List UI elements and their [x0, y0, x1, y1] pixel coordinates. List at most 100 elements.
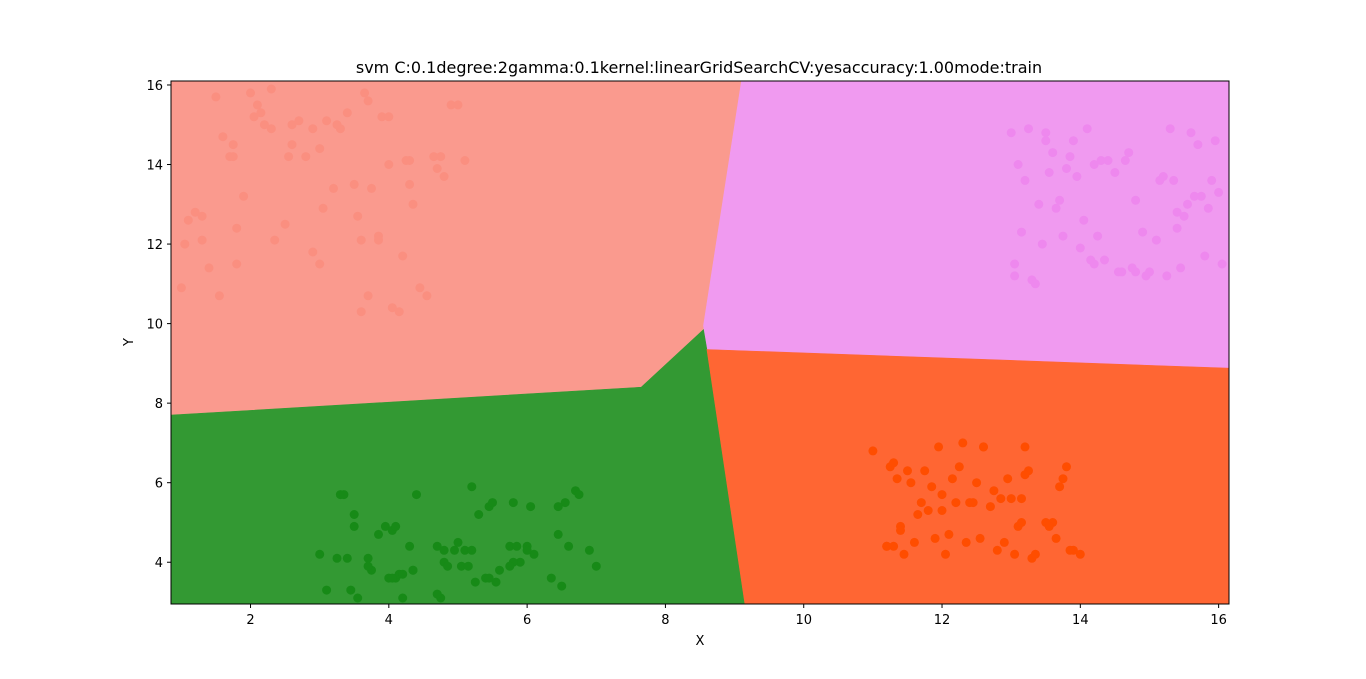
data-point: [868, 446, 878, 456]
data-point: [474, 510, 484, 519]
plot-frame: [170, 80, 1230, 605]
data-point: [374, 235, 383, 245]
data-point: [401, 156, 411, 165]
data-point: [315, 144, 325, 154]
data-point: [197, 211, 207, 221]
data-point: [439, 172, 449, 181]
x-tick-label: 6: [523, 613, 531, 628]
data-point: [266, 84, 276, 94]
data-point: [252, 100, 262, 110]
data-point: [920, 466, 930, 476]
data-point: [1044, 521, 1054, 531]
data-point: [913, 510, 923, 519]
data-point: [491, 577, 501, 587]
data-point: [508, 498, 518, 508]
data-point: [1200, 251, 1210, 261]
data-point: [329, 183, 338, 193]
data-point: [294, 116, 304, 126]
data-point: [1165, 124, 1175, 134]
data-point: [889, 541, 899, 551]
data-point: [972, 478, 982, 488]
y-tick-label: 10: [146, 318, 163, 333]
data-point: [1176, 263, 1186, 273]
data-point: [453, 100, 463, 110]
data-point: [270, 235, 280, 245]
data-point: [882, 541, 892, 551]
data-point: [985, 502, 995, 512]
data-point: [522, 545, 532, 555]
data-point: [1110, 168, 1120, 177]
data-point: [1186, 128, 1196, 138]
data-point: [356, 235, 366, 245]
data-point: [1162, 271, 1172, 281]
data-point: [512, 541, 522, 551]
data-point: [360, 88, 370, 98]
data-point: [1138, 227, 1148, 237]
data-point: [315, 549, 325, 559]
data-point: [249, 112, 259, 122]
decision-region-salmon: [170, 80, 742, 416]
data-point: [1072, 172, 1082, 181]
data-point: [463, 561, 473, 571]
data-point: [909, 537, 919, 547]
decision-region-violet: [703, 80, 1230, 369]
data-point: [1010, 549, 1020, 559]
data-point: [947, 474, 957, 484]
y-tick-label: 12: [146, 238, 163, 253]
data-point: [180, 239, 190, 249]
x-tick-label: 16: [1210, 613, 1227, 628]
data-point: [961, 537, 971, 547]
data-point: [1051, 203, 1061, 213]
data-point: [1089, 160, 1099, 169]
data-point: [1217, 259, 1227, 269]
data-point: [1093, 231, 1103, 241]
data-point: [1079, 215, 1089, 225]
data-point: [391, 521, 401, 531]
x-ticks: 2 4 6 8 10 12 14 16: [246, 604, 1227, 628]
data-point: [374, 529, 383, 539]
data-point: [529, 549, 539, 559]
data-point: [405, 179, 415, 189]
data-point: [1155, 175, 1165, 185]
data-point: [979, 442, 988, 452]
y-tick-label: 14: [146, 159, 163, 174]
data-point: [380, 521, 390, 531]
data-point: [256, 108, 266, 118]
data-point: [930, 533, 940, 543]
data-point: [363, 291, 373, 301]
data-point: [1068, 136, 1078, 146]
data-point: [346, 585, 356, 595]
data-point: [889, 458, 899, 468]
data-point: [318, 203, 328, 213]
data-point: [398, 251, 408, 261]
data-point: [505, 561, 515, 571]
data-point: [232, 223, 242, 233]
data-point: [349, 521, 359, 531]
data-point: [367, 183, 376, 193]
data-point: [342, 108, 352, 118]
data-point: [450, 545, 459, 555]
data-point: [1172, 223, 1182, 233]
data-point: [1058, 231, 1068, 241]
data-point: [944, 529, 954, 539]
data-point: [339, 490, 349, 500]
x-tick-label: 10: [795, 613, 812, 628]
data-point: [1041, 128, 1051, 138]
data-point: [1082, 124, 1092, 134]
data-point: [996, 494, 1006, 504]
data-point: [284, 152, 294, 162]
data-point: [446, 100, 456, 110]
x-tick-label: 8: [661, 613, 669, 628]
data-point: [574, 490, 584, 500]
data-point: [1089, 259, 1099, 269]
y-tick-label: 4: [155, 556, 163, 571]
data-point: [1055, 482, 1065, 492]
data-point: [412, 490, 421, 500]
data-point: [1013, 160, 1023, 169]
data-point: [1017, 518, 1026, 527]
data-point: [1037, 239, 1047, 249]
data-point: [218, 132, 228, 142]
data-point: [1193, 140, 1203, 150]
data-point: [308, 247, 318, 257]
data-point: [937, 506, 947, 515]
